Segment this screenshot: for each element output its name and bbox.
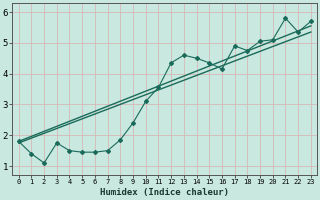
X-axis label: Humidex (Indice chaleur): Humidex (Indice chaleur) — [100, 188, 229, 197]
